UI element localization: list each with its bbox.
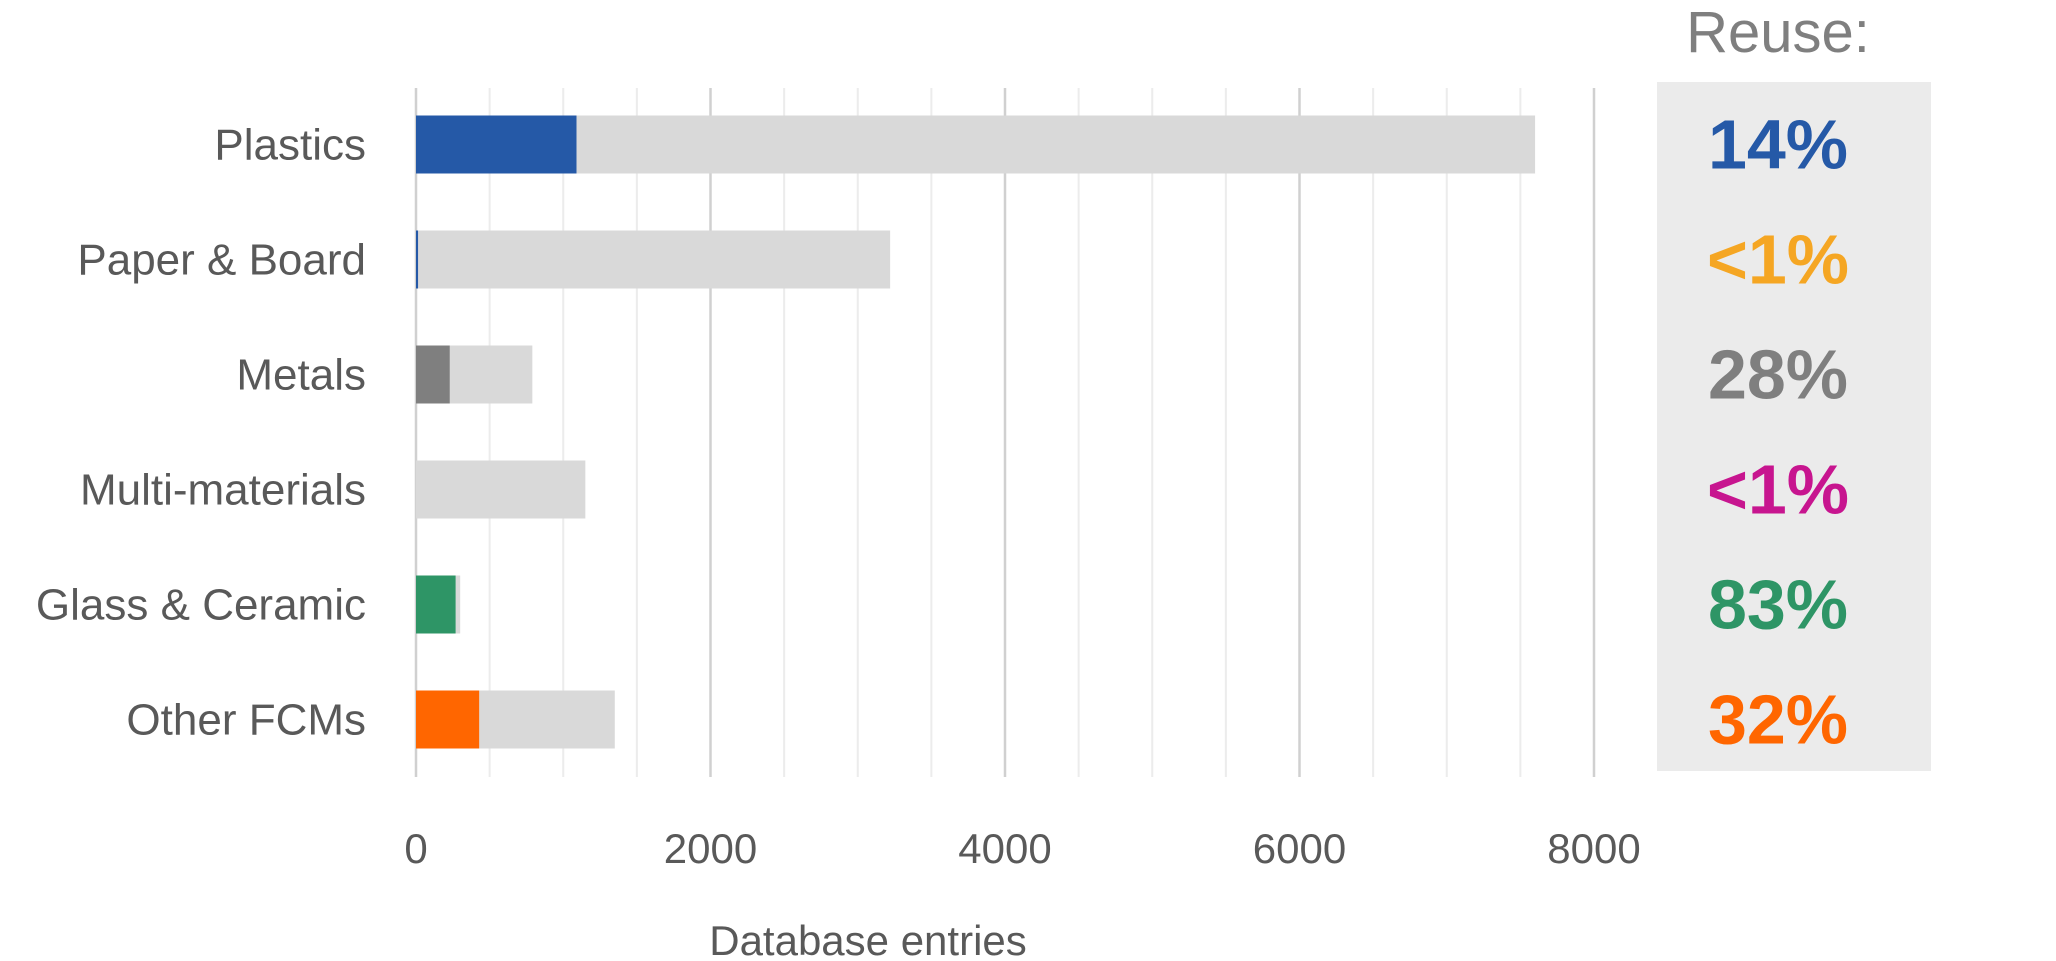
bar-reused bbox=[416, 690, 480, 749]
reuse-percentage: 32% bbox=[1708, 681, 1848, 759]
category-label: Other FCMs bbox=[126, 696, 366, 745]
bar-not-reused bbox=[455, 575, 461, 634]
category-label: Plastics bbox=[214, 121, 366, 170]
category-label: Paper & Board bbox=[77, 236, 366, 285]
x-tick-label: 6000 bbox=[1253, 825, 1346, 872]
bar-reused bbox=[416, 575, 456, 634]
reuse-percentage: <1% bbox=[1707, 221, 1849, 299]
bars bbox=[416, 115, 1536, 749]
x-tick-label: 8000 bbox=[1547, 825, 1640, 872]
gridlines bbox=[414, 88, 1596, 777]
category-label: Metals bbox=[236, 351, 366, 400]
x-tick-label: 4000 bbox=[958, 825, 1051, 872]
x-tick-label: 0 bbox=[404, 825, 427, 872]
bar-not-reused bbox=[418, 230, 891, 289]
x-tick-labels: 0 2000 4000 6000 8000 bbox=[404, 825, 1640, 872]
bar-not-reused bbox=[576, 115, 1536, 174]
reuse-title: Reuse: bbox=[1686, 0, 1870, 65]
category-labels: Plastics Paper & Board Metals Multi-materia… bbox=[36, 121, 366, 745]
x-axis-label: Database entries bbox=[709, 917, 1027, 961]
bar-reused bbox=[416, 115, 577, 174]
bar-not-reused bbox=[416, 460, 586, 519]
reuse-percentage: 14% bbox=[1708, 106, 1848, 184]
bar-not-reused bbox=[449, 345, 533, 404]
reuse-panel-background bbox=[1657, 82, 1931, 771]
bar-not-reused bbox=[479, 690, 615, 749]
bar-reused bbox=[416, 230, 419, 289]
category-label: Glass & Ceramic bbox=[36, 581, 366, 630]
x-tick-label: 2000 bbox=[664, 825, 757, 872]
category-label: Multi-materials bbox=[80, 466, 366, 515]
bar-reused bbox=[416, 345, 450, 404]
reuse-panel: Reuse: 14% <1% 28% <1% 83% 32% bbox=[1657, 0, 1931, 771]
reuse-percentage: 28% bbox=[1708, 336, 1848, 414]
reuse-percentage: 83% bbox=[1708, 566, 1848, 644]
reuse-percentage: <1% bbox=[1707, 451, 1849, 529]
